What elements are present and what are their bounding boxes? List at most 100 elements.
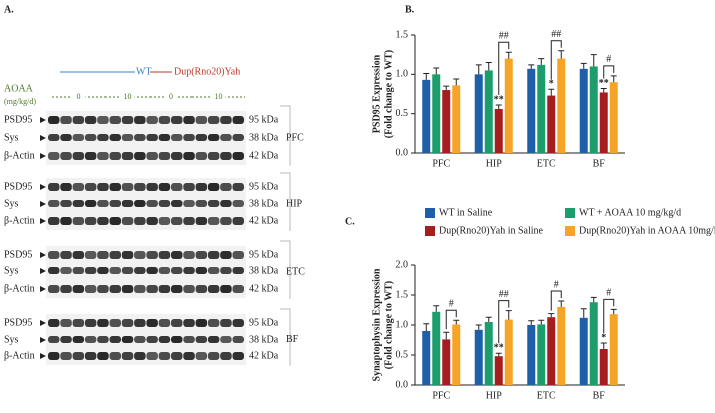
panel-label: C. (345, 216, 355, 227)
region-label: PFC (286, 132, 304, 143)
band (97, 217, 109, 225)
significance-star: * (549, 79, 554, 90)
x-tick-label: ETC (537, 390, 556, 401)
bracket (603, 65, 615, 79)
band (195, 183, 208, 191)
bar (494, 108, 503, 153)
error-bar (590, 54, 597, 67)
band (97, 336, 109, 343)
band (109, 336, 121, 343)
band (48, 152, 60, 160)
band (232, 152, 244, 160)
band (171, 200, 183, 207)
arrow (40, 353, 46, 359)
band (171, 251, 183, 259)
band (72, 352, 85, 360)
band (195, 285, 208, 293)
band (84, 134, 97, 141)
band (232, 267, 244, 274)
band (121, 116, 134, 124)
band (220, 217, 232, 225)
band (109, 319, 121, 327)
error-bar (538, 319, 545, 325)
band (232, 285, 244, 293)
band (220, 352, 232, 360)
band (48, 267, 60, 274)
band (195, 116, 208, 124)
y-axis-label: (Fold change to WT) (383, 281, 394, 369)
bracket-label: # (554, 279, 559, 290)
bracket (603, 298, 615, 333)
band (109, 183, 121, 191)
band (232, 336, 244, 343)
band (195, 152, 208, 160)
dose-label: 0 (77, 92, 81, 101)
protein-label: PSD95 (4, 249, 32, 260)
band (121, 352, 134, 360)
x-tick-label: PFC (432, 158, 450, 169)
protein-label: PSD95 (4, 181, 32, 192)
region-bracket (280, 172, 291, 231)
error-bar (453, 78, 460, 86)
band (146, 116, 158, 124)
region-bracket (280, 105, 291, 166)
band (146, 134, 158, 141)
region-bracket (280, 240, 291, 299)
band (220, 183, 232, 191)
error-bar (443, 85, 450, 91)
band (48, 183, 60, 191)
panel-label: A. (4, 4, 14, 15)
bar (589, 66, 598, 153)
bar (484, 322, 493, 385)
bar (557, 307, 566, 385)
band (121, 319, 134, 327)
band (134, 200, 146, 207)
y-tick-label: 0.0 (396, 379, 409, 390)
bracket (445, 309, 457, 330)
band (158, 116, 171, 124)
bar (494, 356, 503, 385)
bar (474, 329, 483, 385)
arrow (40, 184, 46, 190)
band (195, 251, 208, 259)
band (207, 217, 220, 225)
kda-label: 95 kDa (249, 317, 279, 328)
band (220, 200, 232, 207)
protein-label: β-Actin (4, 350, 35, 361)
band (109, 217, 121, 225)
band (121, 336, 134, 343)
band (158, 285, 171, 293)
band (171, 152, 183, 160)
band (232, 251, 244, 259)
band (72, 217, 85, 225)
band (195, 134, 208, 141)
band (158, 200, 171, 207)
band (109, 267, 121, 274)
significance-star: ** (599, 78, 609, 89)
bar (589, 302, 598, 385)
band (109, 352, 121, 360)
bar (504, 58, 513, 153)
legend-label: Dup(Rno20)Yah in Saline (439, 225, 544, 236)
band (158, 336, 171, 343)
band (232, 319, 244, 327)
band (171, 116, 183, 124)
band (195, 352, 208, 360)
band (171, 336, 183, 343)
legend-label: WT in Saline (439, 207, 493, 218)
band (171, 285, 183, 293)
band (121, 134, 134, 141)
band (134, 183, 146, 191)
error-bar (423, 323, 430, 331)
protein-label: Sys (4, 198, 19, 209)
significance-star: * (601, 332, 606, 343)
band (232, 183, 244, 191)
band (48, 116, 60, 124)
band (171, 134, 183, 141)
bracket-label: ## (499, 31, 509, 42)
x-tick-label: BF (593, 390, 606, 401)
arrow (40, 153, 46, 159)
bracket (498, 41, 510, 96)
band (109, 200, 121, 207)
